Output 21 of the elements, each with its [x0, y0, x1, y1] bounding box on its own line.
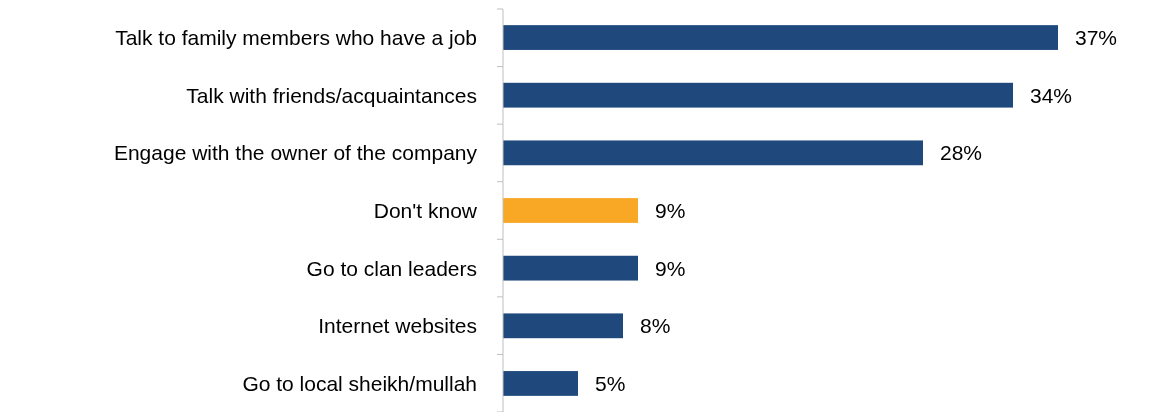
- y-tick-label: Go to clan leaders: [306, 256, 477, 280]
- data-label: 9%: [655, 198, 686, 222]
- y-tick-label: Don't know: [373, 198, 478, 222]
- bar: [503, 371, 578, 396]
- bar: [503, 198, 638, 223]
- bar: [503, 140, 923, 166]
- data-label: 34%: [1030, 83, 1073, 107]
- data-label: 28%: [940, 141, 983, 165]
- data-label: 37%: [1075, 25, 1118, 49]
- y-tick-label: Talk with friends/acquaintances: [186, 83, 477, 107]
- bar: [503, 313, 623, 339]
- data-label: 5%: [595, 371, 626, 395]
- data-label: 8%: [640, 314, 671, 338]
- y-tick-label: Go to local sheikh/mullah: [242, 371, 477, 395]
- data-label: 9%: [655, 256, 686, 280]
- bar: [503, 25, 1058, 50]
- y-tick-label: Internet websites: [318, 314, 477, 338]
- bar: [503, 82, 1013, 108]
- y-tick-label: Engage with the owner of the company: [113, 141, 478, 165]
- y-tick-label: Talk to family members who have a job: [115, 25, 477, 49]
- bar: [503, 255, 638, 281]
